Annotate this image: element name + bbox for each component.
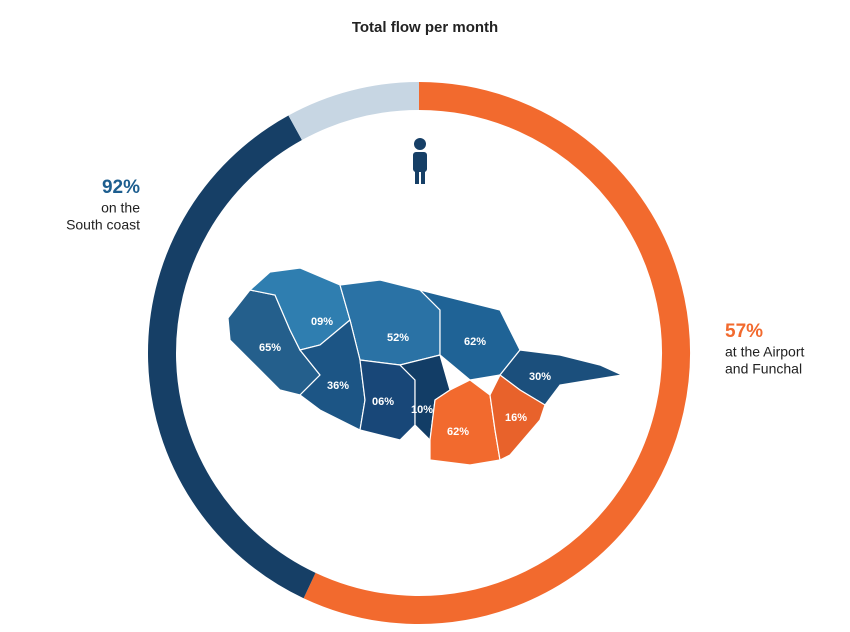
map-region [489, 374, 546, 461]
map-label: 62% [464, 336, 486, 348]
donut-segment [148, 115, 316, 599]
map-label: 65% [259, 342, 281, 354]
island-map: 65% 09% 52% 62% 30% 36% 06% 10% 62% 16% [227, 267, 625, 466]
map-label: 30% [529, 371, 551, 383]
chart-title: Total flow per month [352, 19, 498, 36]
donut-segment [303, 82, 690, 624]
annotation-text: and Funchal [725, 361, 802, 377]
map-label: 52% [387, 332, 409, 344]
map-label: 16% [505, 412, 527, 424]
map-label: 62% [447, 426, 469, 438]
map-label: 09% [311, 316, 333, 328]
person-icon [413, 138, 427, 184]
annotation-value: 57% [725, 321, 763, 342]
annotation-text: on the [101, 200, 140, 216]
donut-ring [148, 82, 690, 624]
annotation-text: at the Airport [725, 344, 804, 360]
donut-segment [288, 82, 420, 141]
map-label: 06% [372, 396, 394, 408]
map-label: 10% [411, 404, 433, 416]
annotation-value: 92% [102, 177, 140, 198]
map-label: 36% [327, 380, 349, 392]
annotation-text: South coast [66, 217, 140, 233]
